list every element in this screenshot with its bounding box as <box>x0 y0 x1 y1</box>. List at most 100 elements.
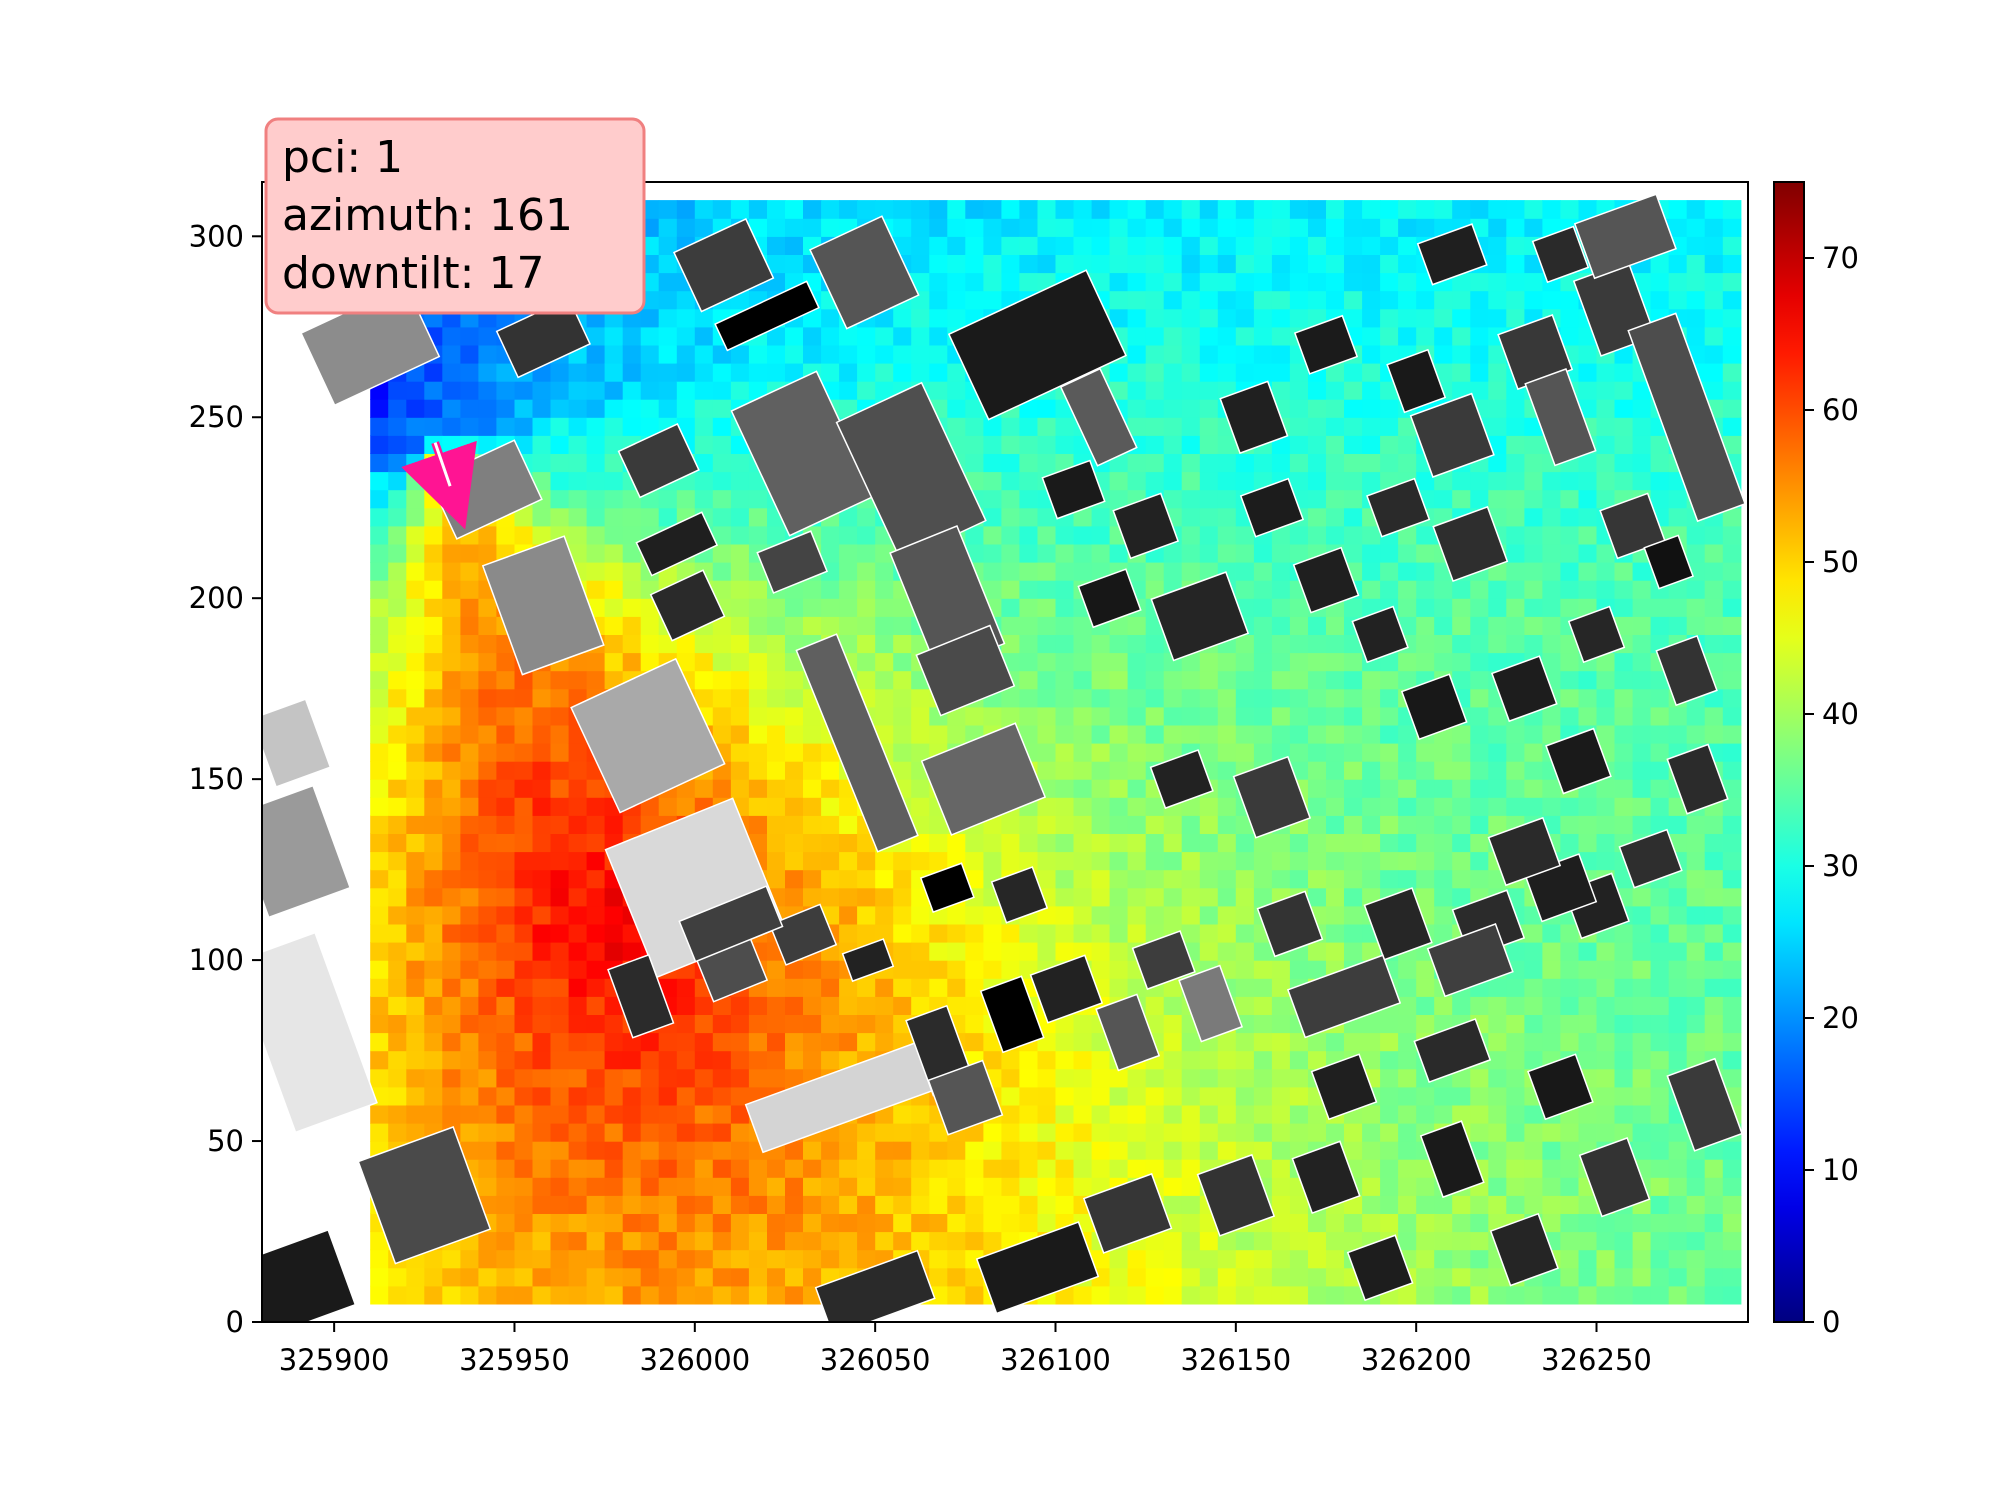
heat-cell <box>911 200 930 219</box>
heat-cell <box>1560 489 1579 509</box>
heat-cell <box>1596 1068 1616 1088</box>
heat-cell <box>1001 580 1020 599</box>
heat-cell <box>1578 525 1598 545</box>
heat-cell <box>442 797 461 816</box>
heat-cell <box>604 1104 624 1124</box>
heat-cell <box>911 724 930 744</box>
heat-cell <box>893 978 912 997</box>
heat-cell <box>424 1086 443 1106</box>
heat-cell <box>1470 797 1489 816</box>
heat-cell <box>1163 670 1183 690</box>
heat-cell <box>550 399 570 418</box>
heat-cell <box>1614 453 1634 473</box>
heat-cell <box>550 942 570 961</box>
heat-cell <box>1398 1086 1417 1106</box>
heat-cell <box>514 1086 534 1106</box>
heat-cell <box>1253 996 1273 1015</box>
heat-cell <box>1578 1267 1598 1287</box>
heat-cell <box>1722 562 1742 581</box>
heat-cell <box>478 833 497 853</box>
heat-cell <box>1326 254 1345 274</box>
heat-cell <box>911 905 930 925</box>
heat-cell <box>604 815 624 834</box>
heat-cell <box>622 598 642 617</box>
heat-cell <box>496 761 515 780</box>
building-56 <box>1400 673 1468 741</box>
heat-cell <box>478 399 497 418</box>
heat-cell <box>1289 200 1309 219</box>
heat-cell <box>1127 1249 1147 1269</box>
heat-cell <box>1109 634 1129 654</box>
heat-cell <box>893 1141 912 1160</box>
heat-cell <box>821 344 840 364</box>
heat-cell <box>1344 308 1363 328</box>
heat-cell <box>1614 869 1634 889</box>
heat-cell <box>1253 616 1273 635</box>
heat-cell <box>388 978 407 997</box>
heat-cell <box>550 381 570 400</box>
heat-cell <box>586 1050 606 1070</box>
heat-cell <box>1650 471 1670 491</box>
heat-cell <box>748 1050 768 1070</box>
heat-cell <box>1199 833 1219 853</box>
heat-cell <box>1308 381 1327 400</box>
heat-cell <box>1091 1050 1111 1070</box>
heat-cell <box>1326 670 1345 690</box>
heat-cell <box>748 1267 768 1287</box>
heat-cell <box>640 326 660 346</box>
heat-cell <box>1506 724 1525 744</box>
heat-cell <box>1416 1285 1435 1305</box>
heat-cell <box>712 706 732 726</box>
heat-cell <box>1722 254 1742 274</box>
heat-cell <box>1434 1195 1453 1214</box>
heat-cell <box>1037 743 1057 762</box>
heat-cell <box>1614 942 1634 961</box>
heat-cell <box>1199 200 1219 219</box>
heat-cell <box>496 1068 515 1088</box>
heat-cell <box>550 724 570 744</box>
heat-cell <box>821 761 840 780</box>
heat-cell <box>1289 634 1309 654</box>
building-42 <box>1286 954 1402 1039</box>
heat-cell <box>1362 272 1381 292</box>
heat-cell <box>767 1285 786 1305</box>
heat-cell <box>496 797 515 816</box>
heat-cell <box>1560 562 1579 581</box>
heat-cell <box>1470 344 1489 364</box>
heat-cell <box>947 399 966 418</box>
heat-cell <box>875 1213 894 1233</box>
heat-cell <box>460 399 479 418</box>
heat-cell <box>1542 996 1561 1015</box>
heat-cell <box>1704 996 1724 1015</box>
heat-cell <box>550 761 570 780</box>
heat-cell <box>658 344 678 364</box>
heat-cell <box>586 905 606 925</box>
heat-cell <box>1614 978 1634 997</box>
heat-cell <box>532 435 552 454</box>
heat-cell <box>929 1249 948 1269</box>
heat-cell <box>658 399 678 418</box>
heat-cell <box>568 1068 588 1088</box>
heat-cell <box>1181 797 1201 816</box>
heat-cell <box>1380 290 1399 310</box>
heat-cell <box>1055 706 1075 726</box>
heat-cell <box>1614 724 1634 744</box>
heat-cell <box>1271 634 1291 654</box>
heat-cell <box>1109 779 1129 798</box>
heat-cell <box>1127 869 1147 889</box>
heat-cell <box>857 562 876 581</box>
heat-cell <box>748 507 768 527</box>
heat-cell <box>442 942 461 961</box>
heat-cell <box>1109 1141 1129 1160</box>
building-39 <box>1363 887 1433 961</box>
heat-cell <box>1199 363 1219 382</box>
heat-cell <box>1145 580 1165 599</box>
building-13 <box>920 722 1047 836</box>
heat-cell <box>821 308 840 328</box>
heat-cell <box>1127 326 1147 346</box>
heat-cell <box>1145 652 1165 672</box>
heat-cell <box>604 471 624 491</box>
heat-cell <box>1145 996 1165 1015</box>
heat-cell <box>1560 634 1579 654</box>
heat-cell <box>694 1267 714 1287</box>
